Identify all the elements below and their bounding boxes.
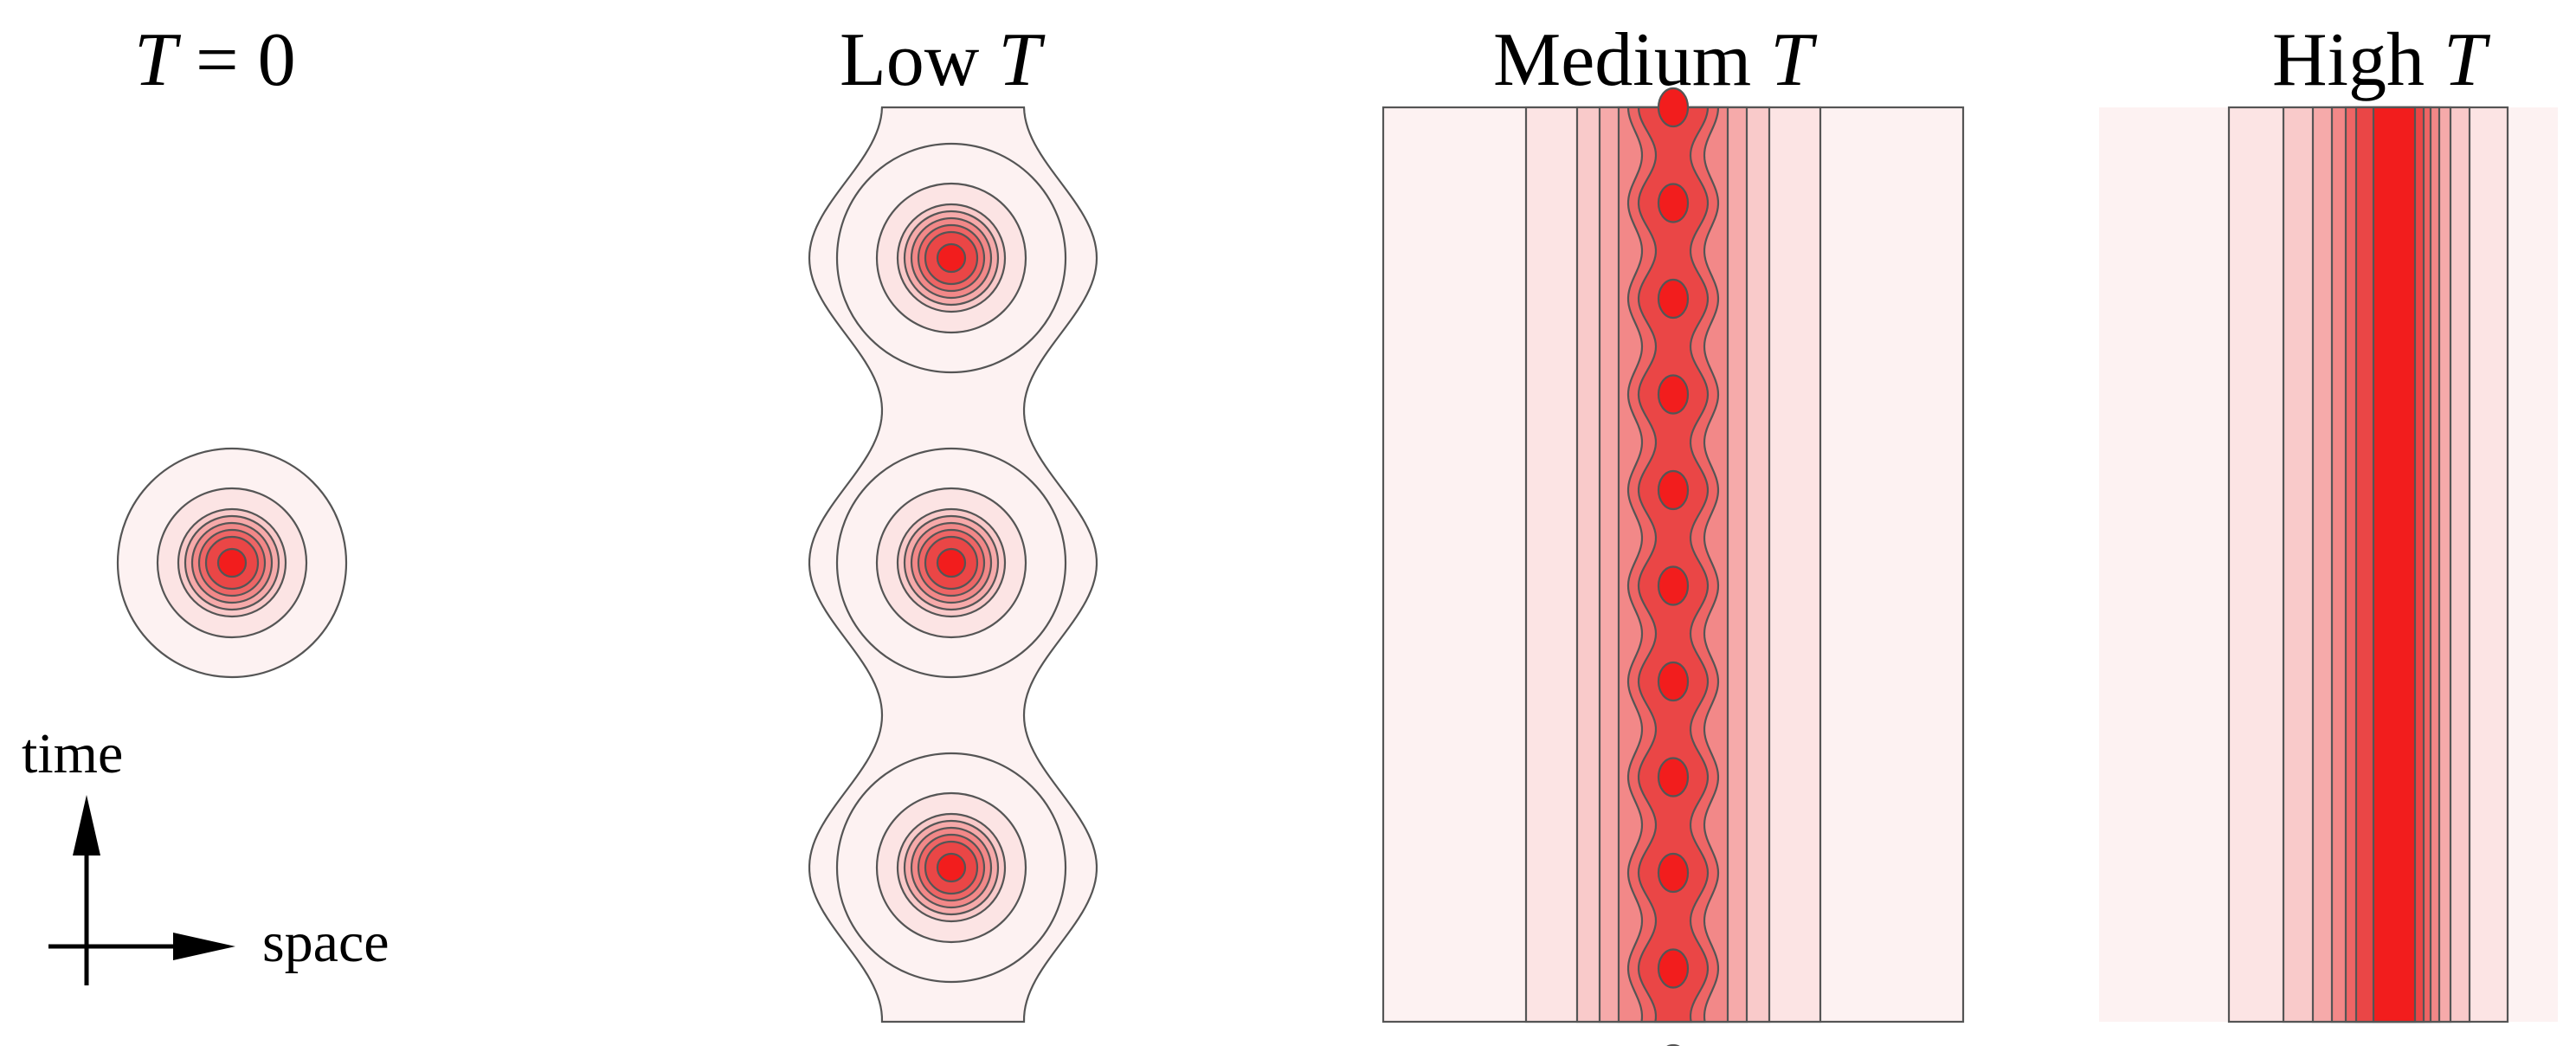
low-blob-2-contour-8 (936, 547, 967, 578)
medium-bead-7 (1657, 661, 1690, 702)
space-label: space (262, 911, 390, 974)
medium-bead-8 (1657, 757, 1690, 797)
title-low: Low T (840, 18, 1046, 102)
time-label: time (22, 722, 123, 785)
panel-medium (1381, 87, 1965, 1046)
medium-bead-5 (1657, 469, 1690, 511)
medium-bead-4 (1657, 374, 1690, 415)
panel-low (808, 106, 1098, 1023)
blob-contour-8 (216, 547, 248, 578)
axes-indicator: time space (22, 722, 390, 985)
panel-high (2099, 106, 2558, 1023)
medium-bead-9 (1657, 852, 1690, 894)
panel-t0 (116, 447, 348, 679)
high-band-8 (2372, 106, 2417, 1023)
medium-core-inner (1637, 106, 1710, 1023)
title-medium: Medium T (1493, 18, 1818, 102)
title-t0: T = 0 (134, 18, 296, 102)
time-arrowhead-icon (73, 795, 100, 856)
medium-bead-2 (1657, 183, 1690, 223)
medium-bead-3 (1657, 278, 1690, 320)
low-blob-1-contour-8 (936, 242, 967, 274)
space-arrowhead-icon (173, 933, 235, 960)
medium-bead-6 (1657, 565, 1690, 606)
low-blob-3-contour-8 (936, 852, 967, 883)
title-high: High T (2272, 18, 2491, 102)
medium-bead-10 (1657, 948, 1690, 989)
medium-bead-1 (1657, 87, 1690, 128)
